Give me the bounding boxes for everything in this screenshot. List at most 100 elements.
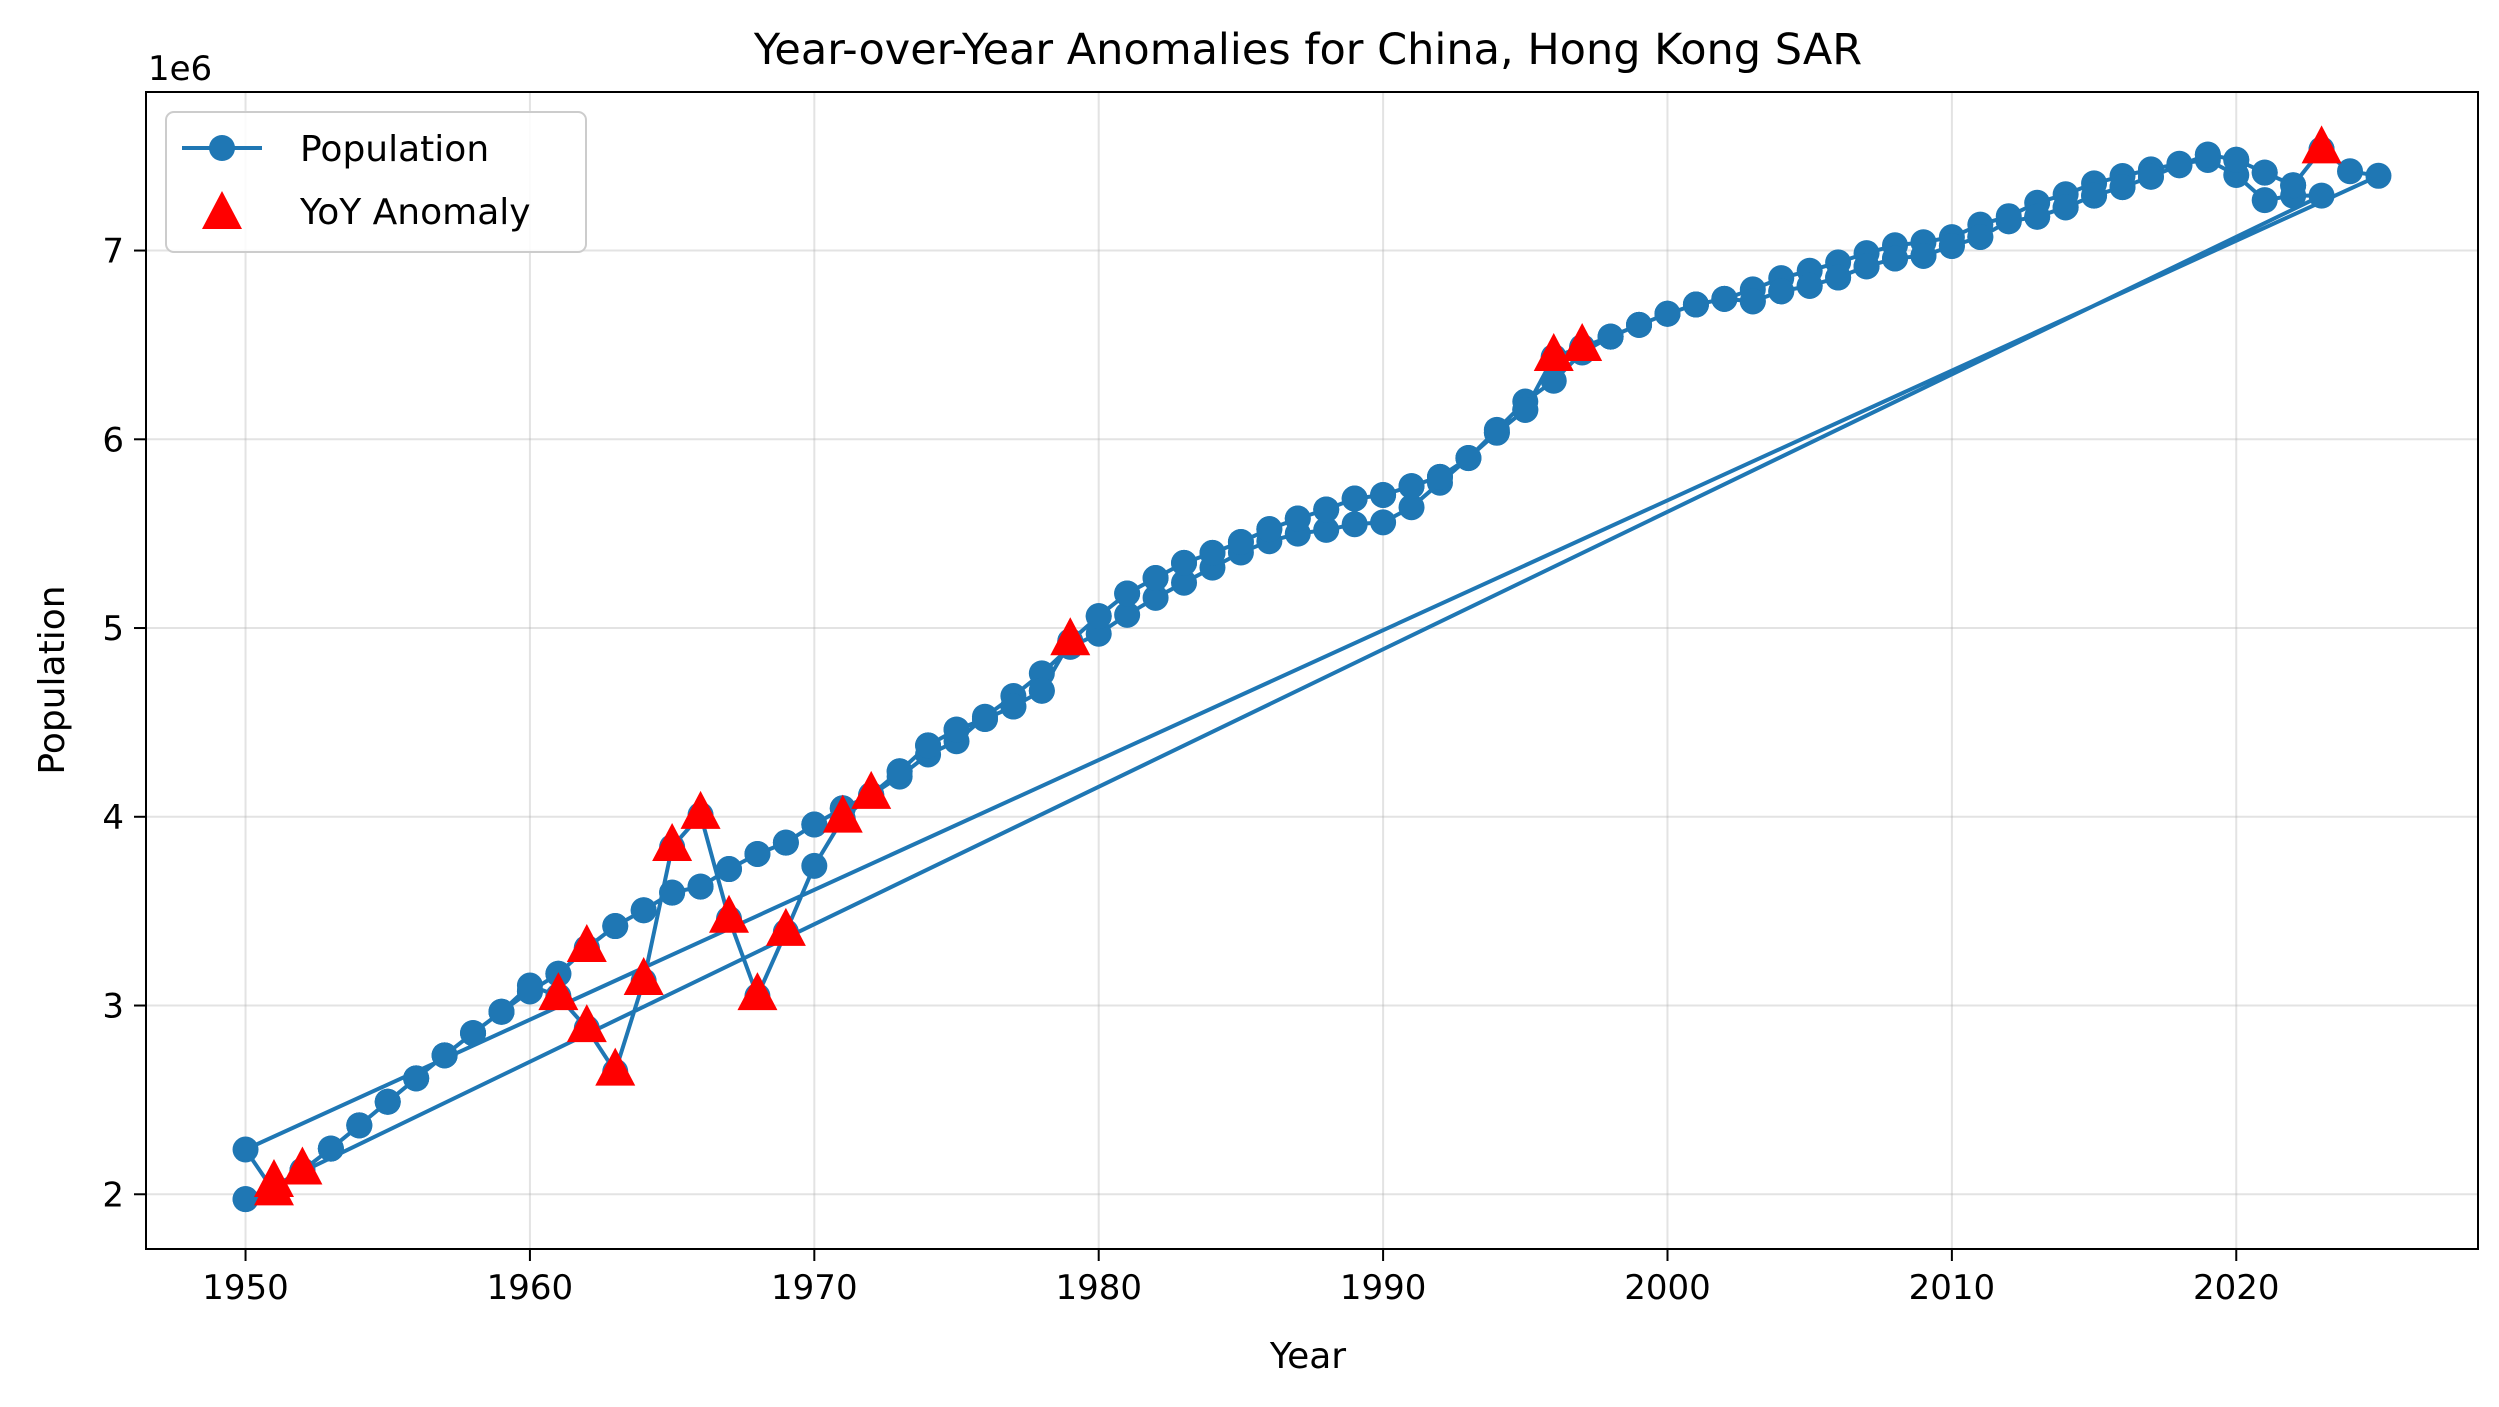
x-tick-label: 2020 bbox=[2193, 1268, 2280, 1308]
population-point bbox=[602, 913, 629, 940]
population-point bbox=[943, 716, 970, 743]
population-point bbox=[1171, 569, 1198, 596]
anomaly-point bbox=[595, 1047, 636, 1086]
y-tick-label: 3 bbox=[102, 987, 124, 1027]
population-point bbox=[2280, 172, 2307, 199]
population-point bbox=[1398, 473, 1425, 500]
population-point bbox=[1512, 396, 1539, 423]
anomaly-point bbox=[253, 1158, 294, 1197]
population-point bbox=[2137, 163, 2164, 190]
y-tick-label: 4 bbox=[102, 798, 124, 838]
chart-title: Year-over-Year Anomalies for China, Hong… bbox=[753, 25, 1862, 75]
population-point bbox=[2194, 141, 2221, 168]
population-point bbox=[1114, 601, 1141, 628]
population-point bbox=[1995, 208, 2022, 235]
population-point bbox=[1370, 509, 1397, 536]
population-point bbox=[1313, 516, 1340, 543]
population-point bbox=[2109, 174, 2136, 201]
x-tick-label: 1960 bbox=[487, 1268, 574, 1308]
population-point bbox=[886, 758, 913, 785]
anomaly-point bbox=[282, 1146, 323, 1185]
population-point bbox=[232, 1186, 259, 1213]
population-point bbox=[1597, 323, 1624, 350]
x-tick-label: 2000 bbox=[1624, 1268, 1711, 1308]
population-point bbox=[374, 1088, 401, 1115]
legend-population-marker-icon bbox=[209, 135, 235, 161]
population-point bbox=[1882, 245, 1908, 272]
population-point bbox=[1114, 580, 1141, 607]
population-point bbox=[1028, 677, 1055, 704]
population-point bbox=[2024, 203, 2051, 230]
population-point bbox=[1711, 285, 1738, 312]
population-point bbox=[1796, 272, 1823, 299]
anomaly-point bbox=[1533, 332, 1574, 371]
population-point bbox=[1938, 233, 1965, 260]
population-point bbox=[744, 840, 771, 867]
x-tick-label: 1970 bbox=[771, 1268, 858, 1308]
legend-population-label: Population bbox=[300, 129, 489, 170]
population-point bbox=[1910, 242, 1937, 269]
anomaly-point bbox=[765, 907, 806, 946]
population-point bbox=[630, 897, 657, 924]
population-point bbox=[1313, 496, 1340, 523]
population-point bbox=[772, 829, 799, 856]
population-point bbox=[915, 732, 942, 759]
y-tick-label: 5 bbox=[102, 609, 124, 649]
population-point bbox=[2251, 159, 2278, 186]
legend: Population YoY Anomaly bbox=[165, 111, 587, 253]
x-tick-label: 2010 bbox=[1909, 1268, 1996, 1308]
population-point bbox=[1825, 264, 1852, 291]
population-point bbox=[1967, 223, 1994, 250]
x-tick-label: 1980 bbox=[1055, 1268, 1142, 1308]
x-tick-label: 1990 bbox=[1340, 1268, 1427, 1308]
legend-anomaly-label: YoY Anomaly bbox=[299, 192, 531, 233]
population-point bbox=[1256, 516, 1283, 543]
population-point bbox=[1398, 494, 1425, 521]
population-point bbox=[1000, 693, 1027, 720]
population-point bbox=[1341, 485, 1368, 512]
axes-ticks: 1950 1960 1970 1980 1990 2000 2010 2020 2 3 4 5 6 7 bbox=[102, 232, 2279, 1308]
anomaly-point bbox=[566, 923, 607, 962]
anomaly-point bbox=[538, 972, 579, 1011]
population-point bbox=[1768, 278, 1795, 305]
population-point bbox=[317, 1135, 344, 1162]
anomaly-point bbox=[623, 956, 664, 995]
population-point bbox=[1455, 444, 1482, 471]
population-point bbox=[346, 1112, 373, 1139]
population-point bbox=[2052, 194, 2079, 221]
population-point bbox=[1739, 288, 1766, 315]
population-point bbox=[2308, 182, 2335, 209]
y-axis-offset-label: 1e6 bbox=[148, 49, 212, 89]
population-point bbox=[2081, 182, 2108, 209]
anomaly-point bbox=[566, 1004, 607, 1043]
y-tick-label: 6 bbox=[102, 420, 124, 460]
anomaly-point bbox=[652, 822, 693, 861]
population-point bbox=[460, 1020, 487, 1047]
population-point bbox=[2223, 146, 2250, 173]
anomaly-point bbox=[851, 770, 892, 809]
anomaly-point bbox=[822, 794, 863, 833]
population-point bbox=[971, 706, 998, 733]
population-point bbox=[801, 811, 828, 838]
anomaly-point bbox=[680, 790, 721, 829]
y-tick-label: 2 bbox=[102, 1175, 124, 1215]
population-point bbox=[1284, 505, 1311, 532]
population-point bbox=[687, 873, 714, 900]
population-point bbox=[431, 1042, 458, 1069]
population-point bbox=[1540, 367, 1567, 394]
population-point bbox=[232, 1136, 259, 1163]
population-point bbox=[659, 879, 686, 906]
plot-area bbox=[232, 125, 2392, 1213]
population-point bbox=[2251, 187, 2278, 214]
anomaly-point bbox=[737, 972, 778, 1011]
population-point bbox=[1682, 291, 1709, 318]
population-point bbox=[488, 998, 515, 1025]
population-point bbox=[1426, 463, 1453, 490]
y-tick-label: 7 bbox=[102, 232, 124, 272]
x-axis-title: Year bbox=[1269, 1336, 1346, 1377]
population-point bbox=[516, 978, 543, 1005]
population-point bbox=[1199, 539, 1226, 566]
population-point bbox=[1483, 419, 1510, 446]
population-point bbox=[1370, 481, 1397, 508]
